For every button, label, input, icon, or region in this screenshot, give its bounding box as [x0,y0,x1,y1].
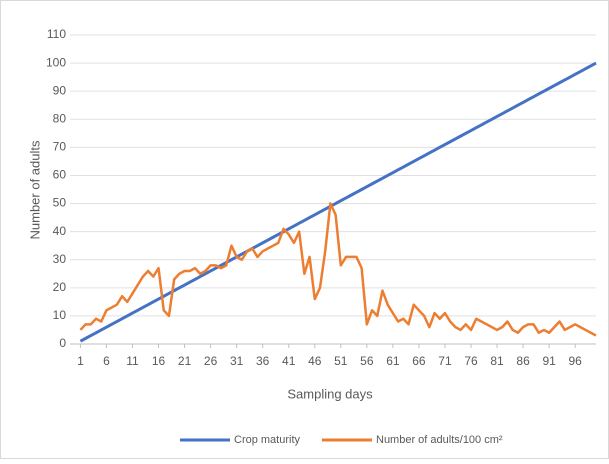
x-tick-label: 66 [412,354,426,368]
x-tick-label: 96 [568,354,582,368]
x-tick-label: 71 [438,354,452,368]
y-tick-label: 110 [47,27,66,41]
y-tick-label: 40 [53,224,67,238]
x-tick-label: 91 [542,354,556,368]
x-tick-label: 21 [178,354,192,368]
y-tick-label: 60 [53,168,67,182]
y-tick-label: 10 [53,308,67,322]
x-tick-label: 86 [516,354,530,368]
legend-label: Number of adults/100 cm² [376,434,503,446]
x-tick-label: 61 [386,354,400,368]
y-tick-label: 80 [53,111,67,125]
x-tick-label: 41 [282,354,296,368]
series-line [79,61,597,343]
x-tick-label: 76 [464,354,478,368]
y-axis-title: Number of adults [27,140,42,239]
x-tick-label: 46 [308,354,322,368]
x-tick-label: 1 [77,354,84,368]
x-tick-label: 36 [256,354,270,368]
x-tick-label: 26 [204,354,218,368]
x-tick-label: 16 [152,354,166,368]
y-tick-label: 20 [53,280,67,294]
x-tick-label: 6 [103,354,110,368]
y-tick-label: 100 [46,55,66,69]
y-tick-label: 30 [53,252,67,266]
x-tick-label: 31 [230,354,244,368]
y-tick-label: 70 [53,140,67,154]
x-axis-title: Sampling days [287,386,373,401]
legend-label: Crop maturity [234,434,301,446]
x-tick-label: 51 [334,354,348,368]
x-tick-label: 11 [126,354,139,368]
y-tick-label: 0 [59,336,66,350]
series-line [79,202,597,337]
y-tick-label: 50 [53,196,67,210]
x-tick-label: 56 [360,354,374,368]
x-tick-label: 81 [490,354,504,368]
y-tick-label: 90 [53,83,67,97]
